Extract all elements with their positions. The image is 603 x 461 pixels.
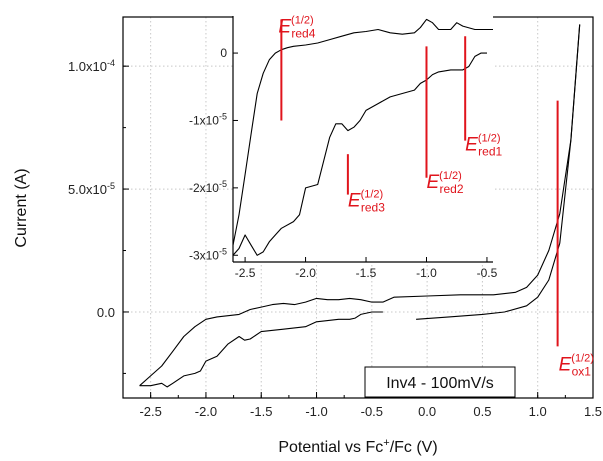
x-tick-label: 1.5 xyxy=(584,404,602,419)
y-tick-label: 5.0x10-5 xyxy=(68,181,115,197)
inset-series-group xyxy=(232,18,493,256)
x-tick-label: -1.5 xyxy=(250,404,272,419)
y-tick-label: 1.0x10-4 xyxy=(68,58,115,74)
e-half-label-red2: E(1/2) red2 xyxy=(426,170,463,196)
inset-x-tick-label: -1.5 xyxy=(356,266,377,280)
inset-background xyxy=(233,16,493,262)
x-axis-title: Potential vs Fc+/Fc (V) xyxy=(278,437,437,456)
inset-ticks-group: -2.5 -2.0 -1.5 -1.0 -0.5 0 -1x10-5 -2x10-5 -3x10… xyxy=(189,46,498,280)
legend-frame xyxy=(364,366,516,398)
inset-trace-1 xyxy=(232,18,493,246)
inset-x-tick-label: -1.0 xyxy=(416,266,437,280)
e-half-label-red4: E(1/2) red4 xyxy=(278,14,315,40)
legend-box: Inv4 - 100mV/s xyxy=(364,366,516,398)
x-tick-label: -0.5 xyxy=(361,404,383,419)
e-half-label-ox1: E(1/2) ox1 xyxy=(559,352,594,378)
e-half-label-red3: E(1/2) red3 xyxy=(348,189,385,215)
e-half-label-red1: E(1/2) red1 xyxy=(465,133,502,159)
main-ticks-group: -2.5 -2.0 -1.5 -1.0 -0.5 0.0 0.5 1.0 1.5 0.0 5.0x1… xyxy=(68,58,602,419)
inset-x-tick-label: -0.5 xyxy=(477,266,498,280)
cv-trace-2 xyxy=(416,24,581,320)
inset-y-tick-label: 0 xyxy=(220,46,227,60)
legend-text: Inv4 - 100mV/s xyxy=(386,375,494,392)
x-axis-title-main: Potential vs Fc xyxy=(278,439,383,456)
x-axis-title-sup: + xyxy=(383,437,389,449)
inset-x-tick-label: -2.5 xyxy=(235,266,256,280)
cv-trace-1 xyxy=(139,24,581,387)
x-axis-title-tail: /Fc (V) xyxy=(390,439,438,456)
cv-trace-3 xyxy=(139,311,383,388)
y-axis-title: Current (A) xyxy=(13,168,30,247)
inset-trace-2 xyxy=(232,52,487,256)
inset-y-tick-label: -1x10-5 xyxy=(189,111,227,127)
x-tick-label: 0.5 xyxy=(473,404,491,419)
x-tick-label: 0.0 xyxy=(418,404,436,419)
x-tick-label: -1.0 xyxy=(305,404,327,419)
x-tick-label: -2.5 xyxy=(139,404,161,419)
inset-x-tick-label: -2.0 xyxy=(295,266,316,280)
y-tick-label: 0.0 xyxy=(97,305,115,320)
main-series-group xyxy=(139,24,581,388)
inset-y-tick-label: -2x10-5 xyxy=(189,179,227,195)
x-tick-label: -2.0 xyxy=(195,404,217,419)
inset-y-tick-label: -3x10-5 xyxy=(189,246,227,262)
x-tick-label: 1.0 xyxy=(529,404,547,419)
